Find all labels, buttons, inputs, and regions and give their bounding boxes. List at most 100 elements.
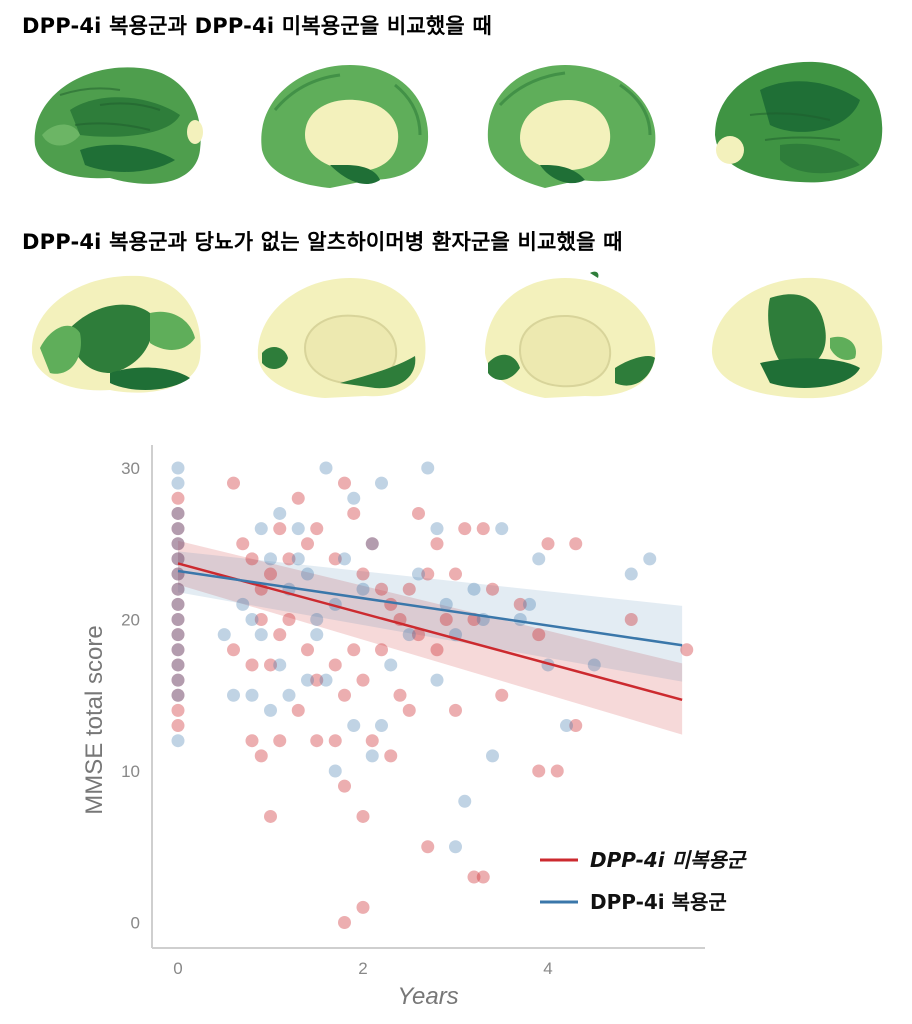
heading-comparison-1: DPP-4i 복용군과 DPP-4i 미복용군을 비교했을 때 — [22, 14, 492, 38]
point-s1-61 — [643, 552, 657, 566]
point-s1-30 — [347, 491, 361, 505]
point-s1-32 — [365, 537, 379, 551]
y-tick-20: 20 — [121, 611, 140, 630]
point-s0-78 — [449, 703, 462, 717]
point-s0-79 — [467, 870, 481, 884]
point-s0-3 — [171, 537, 185, 551]
point-s0-16 — [227, 476, 240, 490]
point-s0-40 — [301, 643, 314, 657]
point-s1-51 — [467, 582, 481, 596]
point-s0-71 — [495, 688, 509, 702]
point-s1-2 — [171, 506, 185, 520]
point-s0-15 — [171, 719, 185, 733]
point-s0-77 — [421, 840, 435, 854]
point-s1-18 — [236, 597, 250, 611]
point-s1-39 — [301, 673, 314, 687]
brain-medial-right-2 — [485, 271, 656, 398]
point-s0-38 — [282, 613, 296, 626]
point-s1-60 — [624, 567, 638, 581]
point-s1-37 — [273, 658, 287, 672]
point-s1-41 — [328, 764, 342, 778]
point-s0-1 — [171, 506, 185, 520]
point-s0-86 — [412, 506, 425, 520]
point-s0-73 — [532, 628, 546, 642]
point-s0-69 — [476, 522, 490, 536]
point-s0-10 — [171, 643, 185, 657]
point-s1-48 — [430, 522, 444, 536]
brain-lateral-left-2 — [31, 275, 201, 393]
y-tick-0: 0 — [131, 914, 140, 933]
point-s1-65 — [430, 673, 444, 687]
brain-lateral-right-1 — [715, 61, 883, 183]
point-s0-85 — [680, 643, 694, 657]
brain-lateral-left-1 — [34, 67, 203, 184]
heading-comparison-2: DPP-4i 복용군과 당뇨가 없는 알츠하이머병 환자군을 비교했을 때 — [22, 230, 623, 254]
point-s0-2 — [171, 522, 185, 536]
brain-lateral-right-2 — [712, 277, 883, 399]
point-s0-0 — [171, 491, 185, 505]
point-s1-31 — [356, 582, 370, 596]
point-s1-43 — [365, 749, 379, 763]
point-s0-58 — [338, 916, 351, 929]
point-s1-29 — [338, 552, 351, 566]
point-s0-22 — [282, 552, 296, 566]
point-s1-5 — [171, 552, 185, 566]
point-s0-27 — [338, 476, 351, 490]
point-s0-28 — [347, 506, 361, 520]
point-s1-13 — [171, 673, 185, 687]
point-s1-44 — [384, 658, 398, 672]
point-s1-20 — [254, 522, 268, 536]
legend-label-1: DPP-4i 복용군 — [590, 890, 727, 914]
point-s1-22 — [273, 506, 287, 520]
point-s1-46 — [412, 567, 425, 581]
point-s0-14 — [171, 703, 185, 717]
point-s0-25 — [310, 522, 324, 536]
point-s0-87 — [430, 537, 444, 551]
point-s0-61 — [402, 582, 416, 596]
point-s0-11 — [171, 658, 185, 672]
point-s1-15 — [171, 734, 185, 748]
point-s0-12 — [171, 673, 185, 687]
point-s0-23 — [291, 491, 305, 505]
point-s1-14 — [171, 688, 185, 702]
point-s1-7 — [171, 582, 185, 596]
point-s1-6 — [171, 567, 185, 581]
point-s0-56 — [264, 809, 277, 823]
point-s0-66 — [449, 567, 462, 581]
point-s0-41 — [310, 673, 324, 687]
point-s0-24 — [301, 537, 314, 551]
point-s1-38 — [282, 688, 296, 702]
axis-ticks: 0 10 20 30 0 2 4 — [121, 459, 553, 978]
point-s0-46 — [375, 643, 388, 657]
point-s1-49 — [439, 597, 453, 611]
point-s1-66 — [375, 719, 388, 733]
brain-row-comparison-2 — [31, 271, 883, 399]
point-s0-21 — [273, 522, 287, 536]
point-s0-50 — [273, 734, 287, 748]
point-s0-64 — [430, 643, 444, 657]
point-s0-7 — [171, 597, 185, 611]
point-s1-9 — [171, 613, 185, 626]
point-s0-82 — [550, 764, 564, 778]
point-s0-53 — [338, 779, 351, 793]
y-axis-label: MMSE total score — [81, 625, 108, 814]
point-s0-26 — [328, 552, 342, 566]
point-s0-45 — [356, 673, 370, 687]
point-s1-25 — [301, 567, 314, 581]
point-s1-47 — [421, 461, 435, 475]
point-s0-35 — [254, 613, 268, 626]
point-s1-8 — [171, 597, 185, 611]
x-tick-4: 4 — [543, 959, 552, 978]
point-s1-35 — [254, 628, 268, 642]
point-s0-37 — [273, 628, 287, 642]
point-s0-29 — [356, 567, 370, 581]
point-s0-52 — [328, 734, 342, 748]
point-s1-16 — [217, 628, 231, 642]
point-s0-18 — [245, 552, 259, 566]
point-s0-43 — [338, 688, 351, 702]
point-s0-75 — [569, 537, 583, 551]
point-s1-45 — [402, 628, 416, 642]
point-s1-33 — [375, 476, 388, 490]
point-s0-13 — [171, 688, 185, 702]
point-s0-42 — [328, 658, 342, 672]
